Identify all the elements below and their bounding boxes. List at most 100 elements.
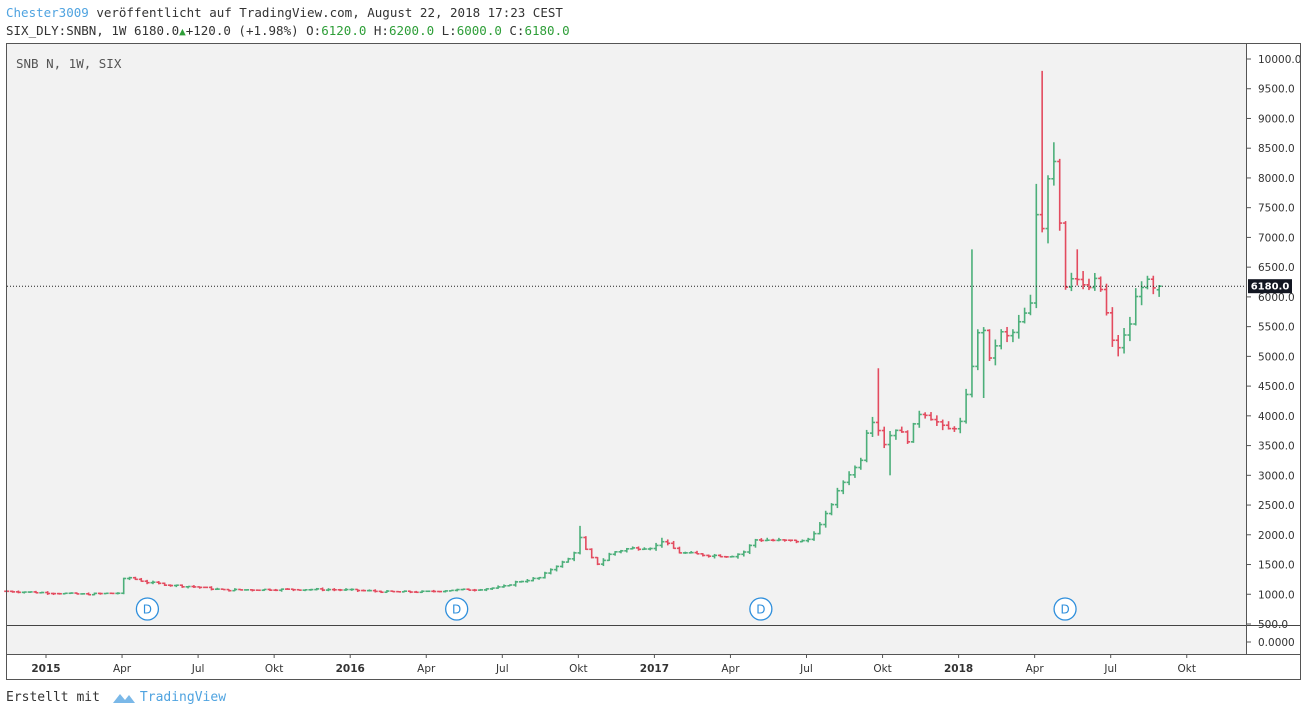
ohlc-bar: [302, 589, 308, 592]
ohlc-bar: [770, 538, 776, 542]
ohlc-bar: [244, 589, 250, 591]
ohlc-bar: [1144, 275, 1150, 290]
svg-text:6180.0: 6180.0: [1251, 282, 1290, 293]
ohlc-bar: [1004, 326, 1010, 343]
ohlc-bar: [466, 588, 472, 591]
ohlc-bar: [437, 590, 443, 593]
ohlc-bar: [817, 522, 823, 535]
ohlc-bar: [881, 426, 887, 449]
ohlc-bar: [530, 577, 536, 582]
ohlc-bar: [203, 586, 209, 589]
ohlc-bar: [91, 592, 97, 596]
ohlc-bar: [641, 547, 647, 551]
ohlc-bar: [472, 588, 478, 592]
ohlc-bar: [753, 538, 759, 548]
y-axis[interactable]: 10000.0 9500.0 9000.0 8500.0 8000.0 7500.0 700…: [1246, 54, 1301, 649]
ohlc-bar: [454, 588, 460, 592]
ohlc-bar: [899, 426, 905, 433]
ohlc-bar: [846, 471, 852, 486]
ohlc-bar: [56, 592, 62, 595]
ohlc-bar: [548, 568, 554, 575]
ohlc-bar: [922, 412, 928, 419]
ohlc-bar: [630, 546, 636, 550]
dividend-marker[interactable]: D: [135, 597, 160, 621]
ohlc-bar: [834, 487, 840, 509]
ohlc-bar: [144, 579, 150, 585]
ohlc-bar: [74, 592, 80, 595]
ohlc-bar: [559, 560, 565, 568]
ohlc-bar: [97, 592, 103, 595]
ohlc-bar: [249, 589, 255, 592]
ohlc-bar: [805, 537, 811, 543]
ohlc-bar: [946, 421, 952, 430]
x-axis[interactable]: 2015 Apr Jul Okt 2016 Apr Jul Okt 2017 Apr Jul Okt 2…: [31, 654, 1196, 675]
ohlc-bar: [969, 249, 975, 398]
y-tick-label: 2000.0: [1258, 530, 1295, 542]
ohlc-bar: [15, 590, 21, 594]
ohlc-bar: [729, 555, 735, 558]
dividend-marker[interactable]: D: [1053, 597, 1077, 621]
ohlc-bar: [951, 426, 957, 432]
ohlc-bar: [220, 588, 226, 591]
ohlc-bar: [1039, 70, 1045, 233]
x-tick-label: Apr: [721, 663, 740, 675]
ohlc-bar: [1133, 288, 1139, 326]
ohlc-bar: [706, 554, 712, 558]
ohlc-bar: [1092, 272, 1098, 291]
ohlc-bar: [448, 589, 454, 592]
ohlc-bar: [232, 588, 238, 592]
ohlc-bar: [132, 576, 138, 581]
ohlc-bar: [51, 592, 57, 596]
y-tick-label: 7500.0: [1258, 203, 1295, 215]
ohlc-bar: [987, 329, 993, 362]
main-pane[interactable]: [7, 44, 1246, 625]
y-tick-label: 2500.0: [1258, 500, 1295, 512]
ohlc-bar: [355, 588, 361, 593]
published-text: veröffentlicht auf TradingView.com, Augu…: [88, 5, 563, 20]
tradingview-brand-link[interactable]: TradingView: [139, 690, 227, 705]
ohlc-bar: [431, 589, 437, 593]
ohlc-bar: [62, 592, 68, 595]
y-tick-label: 7000.0: [1258, 232, 1295, 244]
ohlc-bar: [793, 539, 799, 544]
y-tick-label: 3000.0: [1258, 470, 1295, 482]
x-tick-label: 2015: [31, 663, 60, 675]
ohlc-bar: [998, 329, 1004, 350]
ohlc-bar: [717, 554, 723, 558]
ohlc-bar: [1051, 142, 1057, 186]
x-tick-label: Apr: [417, 663, 436, 675]
ohlc-bar: [694, 550, 700, 555]
y-tick-label: 9500.0: [1258, 84, 1295, 96]
ohlc-bar: [413, 590, 419, 594]
ohlc-bar: [390, 590, 396, 593]
ohlc-bar: [296, 588, 302, 591]
ohlc-bar: [314, 587, 320, 591]
ohlc-bar: [636, 546, 642, 551]
ohlc-bars: [4, 70, 1162, 596]
lower-pane: [7, 626, 1246, 654]
author-link[interactable]: Chester3009: [6, 5, 89, 20]
x-tick-label: 2016: [336, 663, 365, 675]
ohlc-bar: [1022, 307, 1028, 324]
ohlc-bar: [659, 537, 665, 548]
y-tick-label: 3500.0: [1258, 441, 1295, 453]
ohlc-bar: [554, 565, 560, 572]
dividend-marker[interactable]: D: [749, 597, 773, 621]
close-label: C:: [509, 23, 525, 38]
ohlc-bar: [255, 589, 261, 592]
ohlc-bar: [612, 551, 618, 556]
ohlc-bar: [1127, 316, 1133, 342]
ohlc-bar: [366, 589, 372, 592]
ohlc-bar: [407, 590, 413, 594]
footer: Erstellt mit TradingView: [6, 690, 226, 705]
dividend-marker[interactable]: D: [445, 597, 469, 621]
ohlc-bar: [109, 592, 115, 595]
ohlc-bar: [788, 539, 794, 542]
last-price: 6180.0: [133, 23, 180, 38]
ohlc-bar: [870, 416, 876, 437]
ohlc-bar: [618, 549, 624, 554]
ohlc-bar: [33, 590, 39, 594]
ohlc-bar: [764, 537, 770, 542]
